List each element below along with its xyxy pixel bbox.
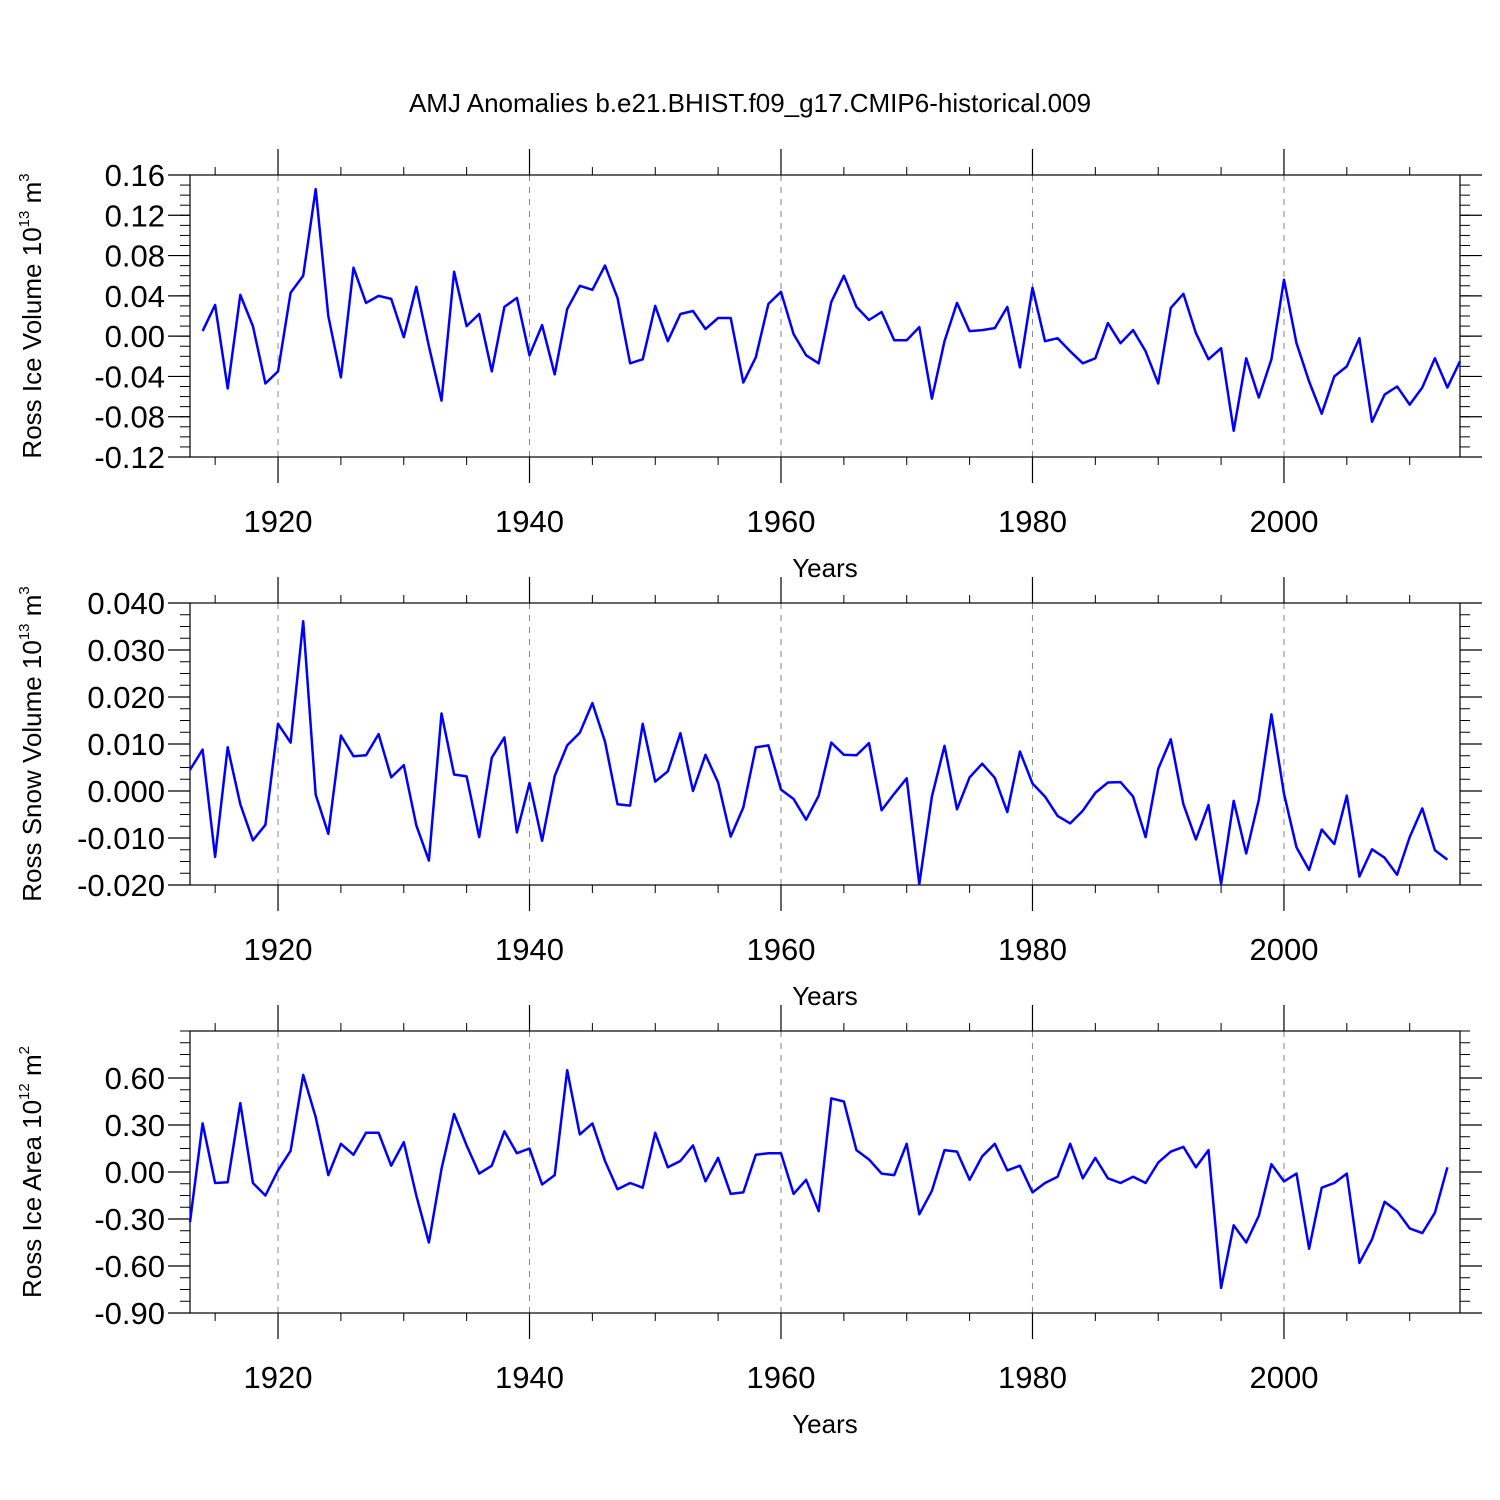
y-tick-label: -0.90 <box>94 1296 165 1331</box>
x-tick-label: 1940 <box>495 504 564 539</box>
x-tick-label: 1920 <box>244 932 313 967</box>
y-tick-label: 0.60 <box>105 1061 165 1096</box>
x-tick-label: 2000 <box>1249 932 1318 967</box>
chart-panel-2: 1920 1940 1960 1980 2000 0.040 0.030 0.020 0.010… <box>16 577 1482 1011</box>
y-axis-title: Ross Snow Volume 1013 m3 <box>16 586 47 902</box>
y-tick-label: 0.00 <box>105 1155 165 1190</box>
y-tick-label: -0.60 <box>94 1249 165 1284</box>
x-axis-title: Years <box>792 553 858 583</box>
x-tick-label: 1960 <box>747 1360 816 1395</box>
y-tick-label: 0.30 <box>105 1108 165 1143</box>
chart-panel-3: 1920 1940 1960 1980 2000 0.60 0.30 0.00 -0.30 -0.… <box>16 1005 1482 1439</box>
x-tick-label: 1940 <box>495 932 564 967</box>
series-line <box>188 1068 1449 1290</box>
y-tick-label: -0.12 <box>94 440 165 475</box>
y-tick-label: 0.000 <box>87 774 165 809</box>
y-tick-label: 0.00 <box>105 319 165 354</box>
x-tick-label: 1920 <box>244 504 313 539</box>
x-axis-title: Years <box>792 1409 858 1439</box>
y-tick-label: -0.30 <box>94 1202 165 1237</box>
y-tick-label: 0.030 <box>87 633 165 668</box>
x-tick-label: 2000 <box>1249 1360 1318 1395</box>
y-axis-title: Ross Ice Area 1012 m2 <box>16 1046 47 1298</box>
y-tick-label: -0.04 <box>94 359 165 394</box>
x-tick-label: 1960 <box>747 932 816 967</box>
y-tick-label: -0.010 <box>77 821 165 856</box>
y-tick-label: 0.16 <box>105 158 165 193</box>
y-tick-label: 0.010 <box>87 727 165 762</box>
y-axis-title: Ross Ice Volume 1013 m3 <box>16 173 47 458</box>
chart-panels: 1920 1940 1960 1980 2000 0.16 0.12 0.08 0.04 0.00… <box>16 149 1482 1439</box>
y-tick-label: -0.08 <box>94 400 165 435</box>
x-tick-label: 1980 <box>998 504 1067 539</box>
x-tick-label: 2000 <box>1249 504 1318 539</box>
series-line <box>188 620 1449 886</box>
x-tick-label: 1920 <box>244 1360 313 1395</box>
x-tick-label: 1980 <box>998 1360 1067 1395</box>
chart-title: AMJ Anomalies b.e21.BHIST.f09_g17.CMIP6-… <box>409 88 1091 118</box>
y-tick-label: 0.12 <box>105 198 165 233</box>
y-tick-label: 0.08 <box>105 239 165 274</box>
y-tick-label: -0.020 <box>77 868 165 903</box>
chart-panel-1: 1920 1940 1960 1980 2000 0.16 0.12 0.08 0.04 0.00… <box>16 149 1482 583</box>
x-tick-label: 1940 <box>495 1360 564 1395</box>
x-axis-title: Years <box>792 981 858 1011</box>
y-tick-label: 0.040 <box>87 586 165 621</box>
y-tick-label: 0.04 <box>105 279 165 314</box>
series-line <box>201 187 1462 433</box>
x-tick-label: 1960 <box>747 504 816 539</box>
x-tick-label: 1980 <box>998 932 1067 967</box>
y-tick-label: 0.020 <box>87 680 165 715</box>
plot-frame <box>189 174 1461 458</box>
